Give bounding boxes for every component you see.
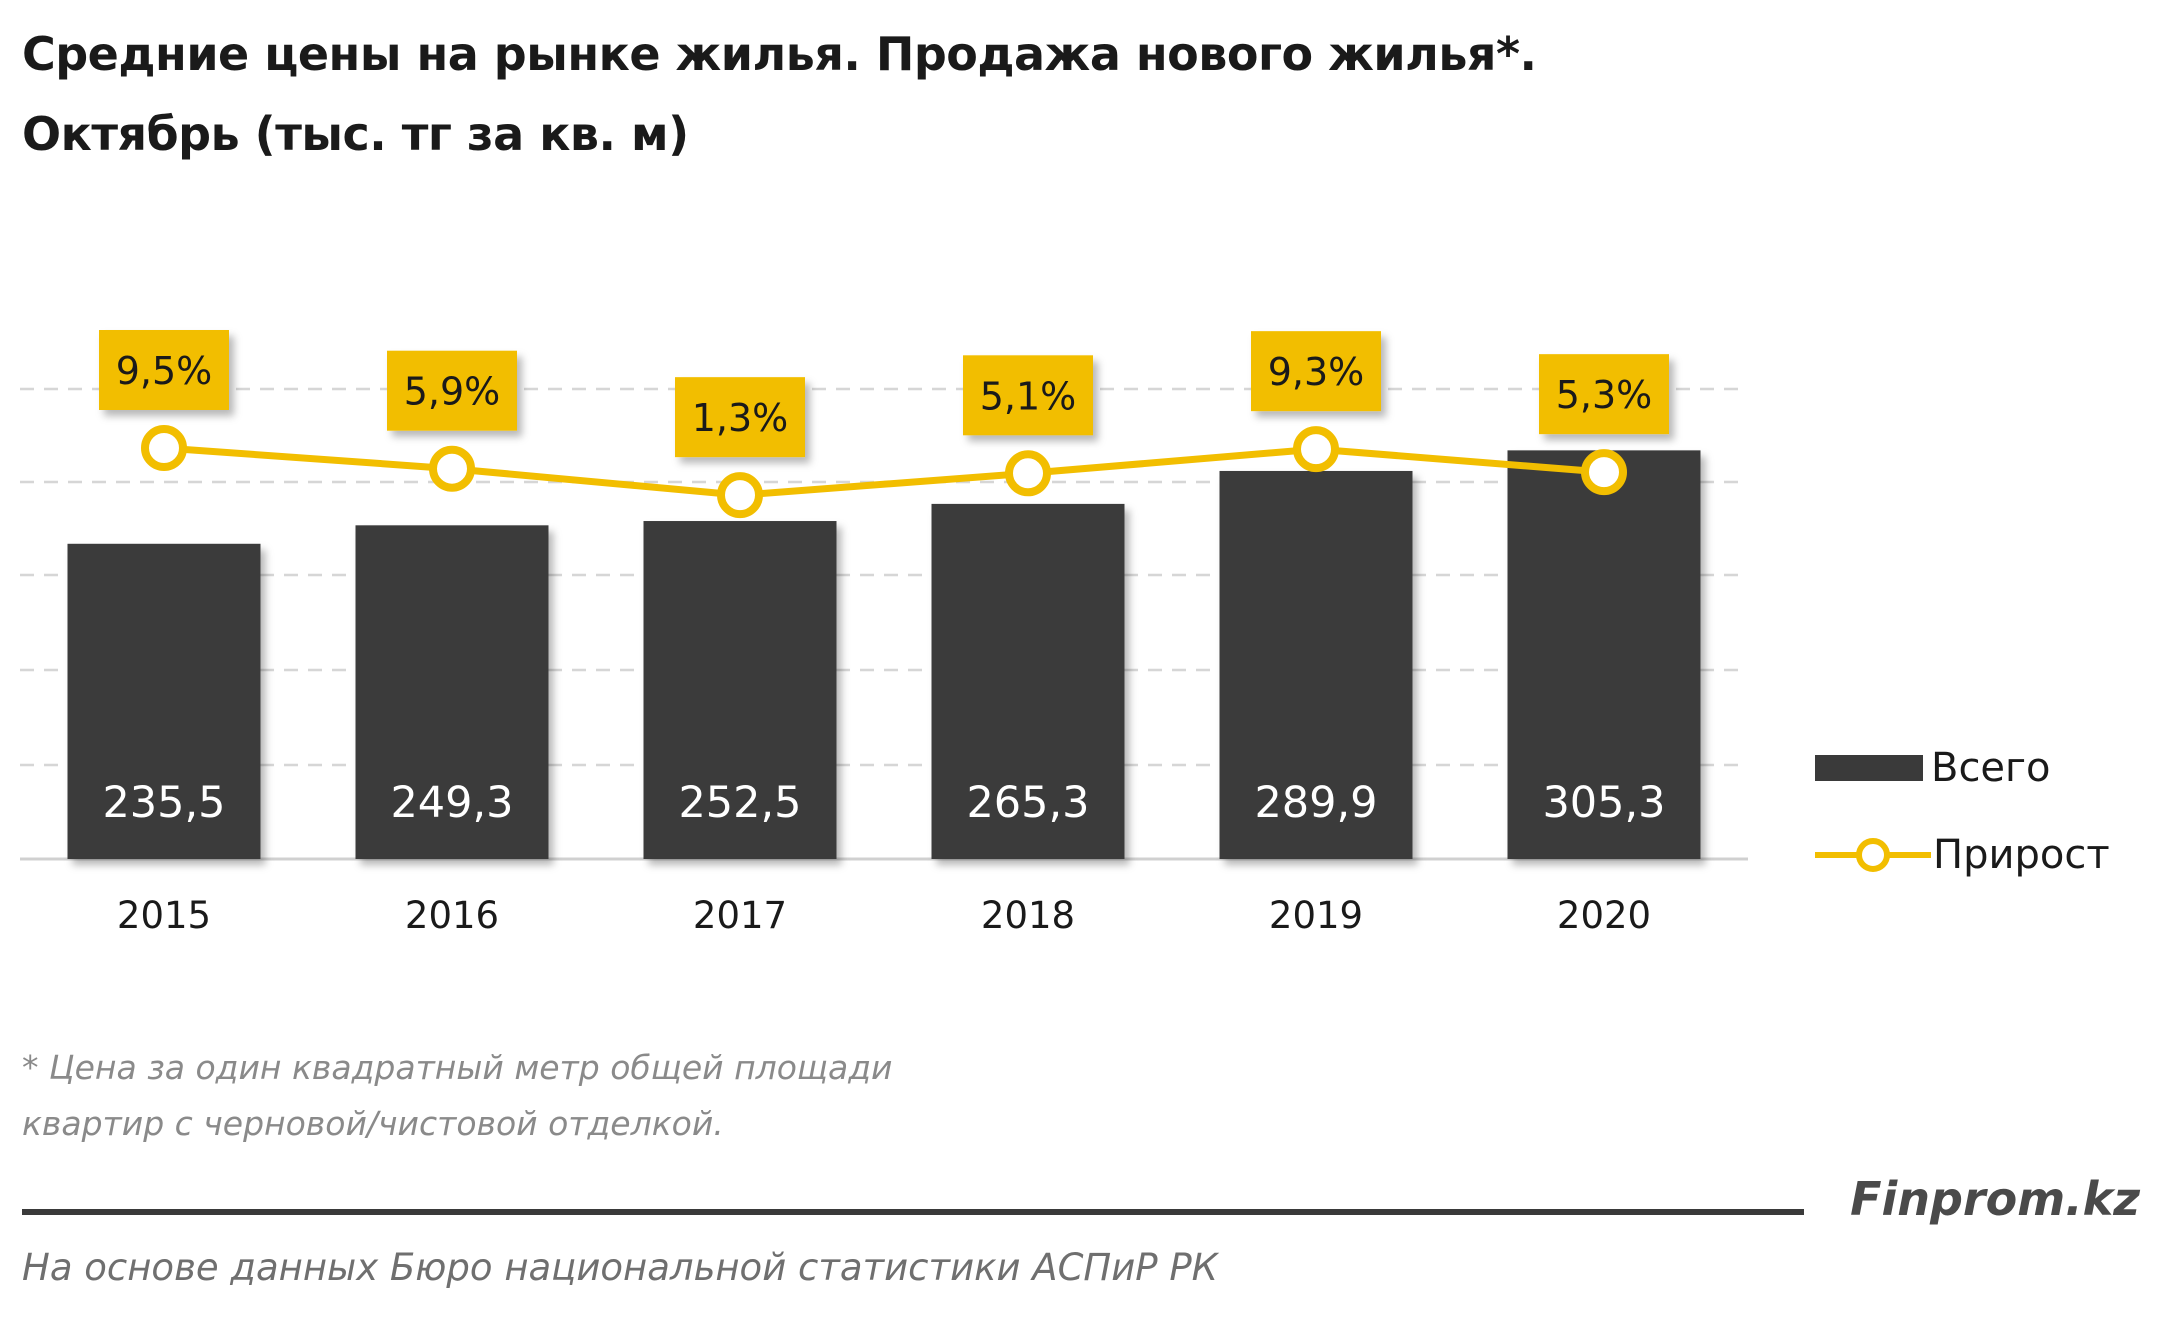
growth-point bbox=[1293, 426, 1339, 473]
growth-label-box bbox=[1251, 331, 1381, 412]
legend: Всего Прирост bbox=[1815, 730, 2145, 900]
growth-value-label: 9,5% bbox=[116, 349, 213, 393]
bar bbox=[355, 525, 549, 859]
bar-value-label: 249,3 bbox=[390, 778, 513, 828]
legend-label-vsego: Всего bbox=[1931, 745, 2051, 791]
footnote-line-1: * Цена за один квадратный метр общей пло… bbox=[22, 1048, 893, 1087]
line-series-prirost: 9,5% 5,9% 1,3% 5,1% 9,3% 5,3% bbox=[99, 330, 1669, 519]
growth-value-label: 5,9% bbox=[404, 370, 501, 414]
bar bbox=[643, 521, 837, 859]
x-tick-label: 2015 bbox=[117, 894, 211, 937]
legend-label-prirost: Прирост bbox=[1933, 832, 2110, 878]
bar-value-label: 235,5 bbox=[102, 778, 225, 828]
bar bbox=[1219, 470, 1413, 859]
growth-value-label: 5,3% bbox=[1556, 373, 1653, 417]
growth-label-box bbox=[99, 330, 229, 410]
growth-point bbox=[429, 445, 475, 492]
gridlines bbox=[20, 387, 1748, 767]
legend-line-swatch bbox=[1815, 835, 1931, 875]
x-tick-label: 2020 bbox=[1557, 894, 1651, 937]
bar-value-label: 252,5 bbox=[678, 778, 801, 828]
legend-item-vsego: Всего bbox=[1815, 738, 2051, 798]
x-tick-label: 2017 bbox=[693, 894, 787, 937]
growth-point bbox=[717, 472, 763, 519]
growth-value-label: 1,3% bbox=[692, 396, 789, 440]
bar-value-label: 305,3 bbox=[1542, 778, 1665, 828]
growth-line bbox=[163, 444, 1605, 499]
bar-value-label: 265,3 bbox=[966, 778, 1089, 828]
legend-bar-swatch bbox=[1815, 755, 1923, 781]
growth-label-box bbox=[675, 377, 805, 458]
chart-title: Средние цены на рынке жилья. Продажа нов… bbox=[22, 14, 1722, 174]
x-tick-label: 2016 bbox=[405, 894, 499, 937]
bar bbox=[67, 543, 261, 859]
footnote: * Цена за один квадратный метр общей пло… bbox=[22, 1040, 1222, 1152]
growth-point bbox=[1005, 450, 1051, 497]
growth-value-label: 9,3% bbox=[1268, 350, 1365, 394]
chart-title-line-1: Средние цены на рынке жилья. Продажа нов… bbox=[22, 27, 1537, 81]
legend-item-prirost: Прирост bbox=[1815, 825, 2110, 885]
source-note: На основе данных Бюро национальной стати… bbox=[22, 1246, 1218, 1289]
growth-point bbox=[141, 425, 187, 471]
bar bbox=[931, 503, 1125, 859]
chart-title-line-2: Октябрь (тыс. тг за кв. м) bbox=[22, 107, 689, 161]
footnote-line-2: квартир с черновой/чистовой отделкой. bbox=[22, 1104, 724, 1143]
growth-label-box bbox=[1539, 354, 1669, 435]
growth-point bbox=[1581, 449, 1627, 496]
bar-value-label: 289,9 bbox=[1254, 778, 1377, 828]
bar bbox=[1507, 450, 1701, 859]
x-tick-label: 2018 bbox=[981, 894, 1075, 937]
brand-logo-text: Finprom.kz bbox=[1850, 1172, 2140, 1226]
bar-series-vsego: 235,5 249,3 252,5 265,3 289,9 305,3 bbox=[67, 450, 1701, 859]
growth-label-box bbox=[963, 355, 1093, 436]
footer-divider bbox=[22, 1209, 1804, 1215]
growth-value-label: 5,1% bbox=[980, 374, 1077, 418]
x-axis-ticks: 2015 2016 2017 2018 2019 2020 bbox=[117, 894, 1651, 937]
growth-label-box bbox=[387, 350, 517, 431]
x-tick-label: 2019 bbox=[1269, 894, 1363, 937]
